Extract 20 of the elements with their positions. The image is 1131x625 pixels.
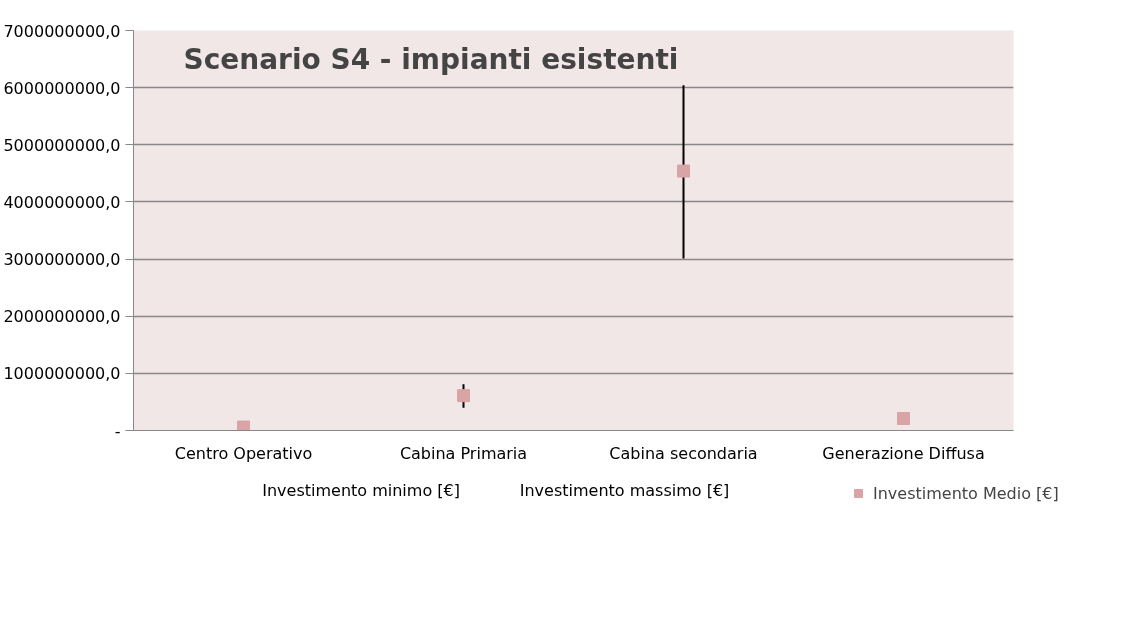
legend-label: Investimento Medio [€] [873, 483, 1059, 503]
point [237, 420, 250, 431]
x-tick-label: Generazione Diffusa [822, 443, 985, 463]
y-tick-label: 6000000000,0 [3, 78, 121, 98]
x-tick-label: Centro Operativo [174, 443, 313, 463]
text: Investimento massimo [€] [519, 481, 730, 500]
x-tick-label: Cabina secondaria [609, 443, 758, 463]
y-tick-label: 4000000000,0 [3, 192, 121, 212]
point [457, 389, 470, 403]
text: Scenario S4 - impianti esistenti [183, 42, 679, 76]
y-tick-label: 3000000000,0 [3, 250, 121, 270]
y-tick-label: 5000000000,0 [3, 135, 121, 155]
x-tick-label: Cabina Primaria [399, 443, 528, 463]
y-tick-label: 7000000000,0 [3, 21, 121, 41]
point [677, 164, 690, 178]
y-tick-label: 2000000000,0 [3, 307, 121, 327]
point [897, 412, 910, 425]
y-tick-label: 1000000000,0 [3, 364, 121, 384]
y-tick-label: - [114, 421, 121, 441]
text: Investimento minimo [€] [262, 481, 460, 500]
